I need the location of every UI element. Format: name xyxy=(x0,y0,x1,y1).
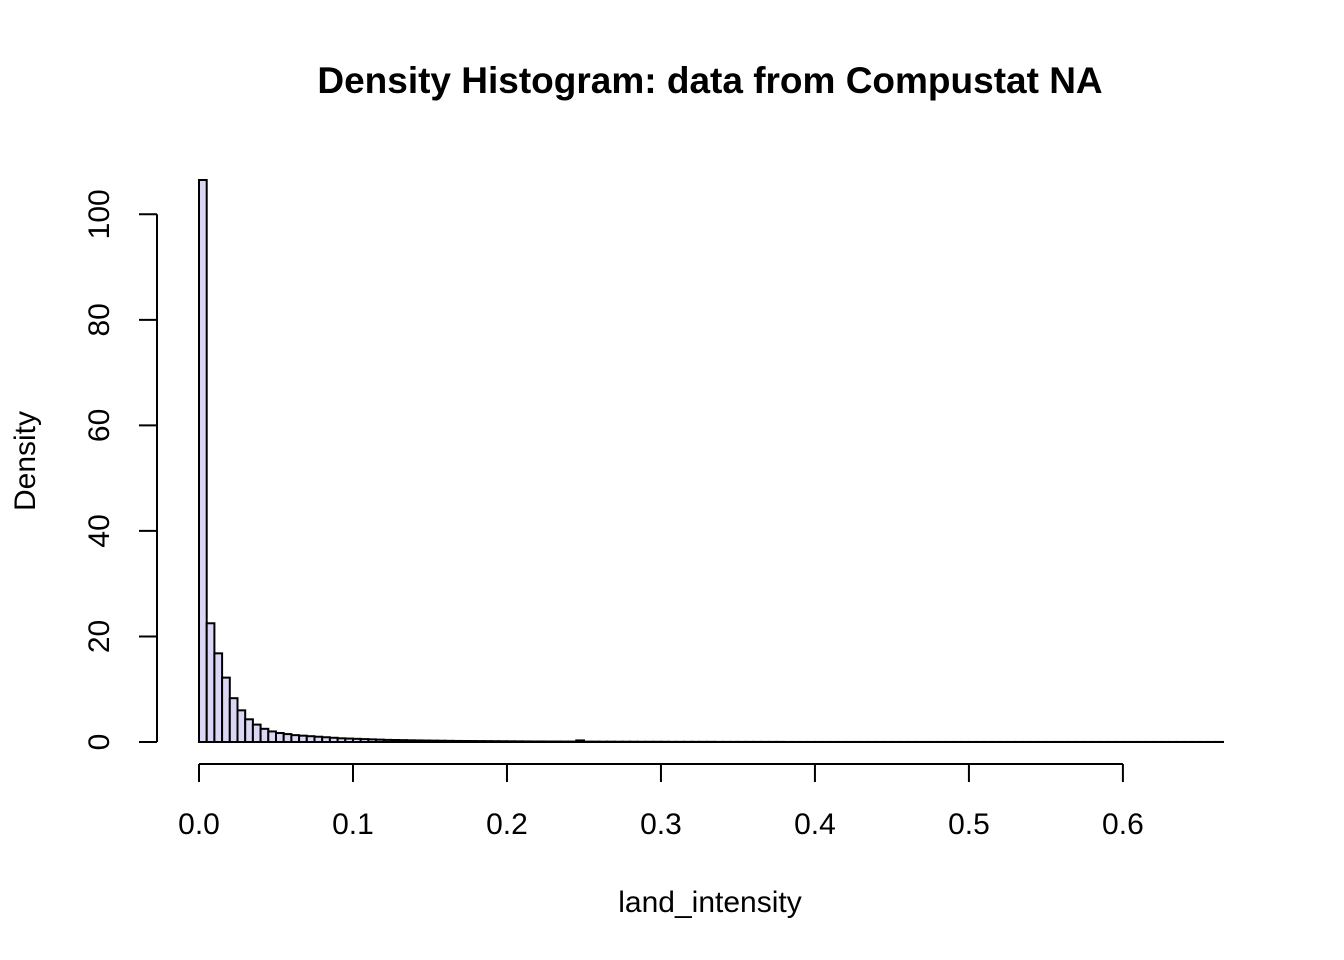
histogram-bar xyxy=(267,730,277,743)
histogram-bar xyxy=(413,739,424,744)
histogram-bar xyxy=(521,740,532,744)
chart-title: Density Histogram: data from Compustat N… xyxy=(317,60,1102,101)
histogram-bar xyxy=(513,740,524,743)
histogram-bar xyxy=(444,739,455,743)
histogram-bar xyxy=(452,739,462,743)
histogram-bar xyxy=(436,739,447,743)
histogram-bar xyxy=(405,739,416,743)
x-tick-label: 0.1 xyxy=(332,808,374,841)
x-tick-label: 0.4 xyxy=(794,808,836,841)
histogram-bar xyxy=(282,733,293,744)
histogram-bar xyxy=(259,727,270,743)
histogram-bar xyxy=(529,740,539,743)
histogram-bar xyxy=(536,740,547,743)
x-axis-label: land_intensity xyxy=(618,886,801,919)
x-tick-label: 0.3 xyxy=(640,808,682,841)
histogram-bar xyxy=(428,739,439,744)
histogram-bar xyxy=(344,737,354,743)
histogram-bars xyxy=(198,179,1225,744)
histogram-bar xyxy=(290,734,301,743)
histogram-bar xyxy=(375,738,385,744)
histogram-bar xyxy=(351,737,362,743)
histogram-bar xyxy=(274,732,285,744)
histogram-bar xyxy=(244,718,254,743)
histogram-bar xyxy=(575,739,585,744)
histogram-bar xyxy=(251,723,262,744)
histogram-bar xyxy=(505,740,516,743)
histogram-bar xyxy=(228,697,239,743)
histogram-bar xyxy=(205,622,216,743)
histogram-bar xyxy=(421,739,431,744)
histogram-bar xyxy=(328,736,339,743)
histogram-bar xyxy=(467,740,478,744)
x-tick-label: 0.0 xyxy=(178,808,220,841)
histogram-bar xyxy=(221,676,231,744)
x-tick-label: 0.5 xyxy=(948,808,990,841)
histogram-bar xyxy=(482,740,493,744)
histogram-bar xyxy=(382,738,393,744)
histogram-bar xyxy=(313,735,324,744)
histogram-bar xyxy=(321,736,331,744)
y-tick-label: 40 xyxy=(83,514,116,547)
histogram-bar xyxy=(390,738,401,744)
histogram-bar xyxy=(336,737,347,743)
x-tick-label: 0.2 xyxy=(486,808,528,841)
histogram-bar xyxy=(359,738,370,744)
histogram-bar xyxy=(490,740,501,743)
histogram-bar xyxy=(498,740,508,744)
y-axis-label: Density xyxy=(9,411,42,511)
y-tick-label: 60 xyxy=(83,409,116,442)
histogram-bar xyxy=(367,738,378,744)
y-axis: 0 20 40 60 80 100 xyxy=(83,189,158,751)
y-tick-label: 0 xyxy=(83,734,116,751)
y-tick-label: 20 xyxy=(83,620,116,653)
histogram-bar xyxy=(475,740,485,743)
x-tick-label: 0.6 xyxy=(1102,808,1144,841)
histogram-bar xyxy=(305,735,316,744)
histogram-bar xyxy=(213,652,224,744)
histogram-bar xyxy=(198,179,208,743)
x-axis: 0.0 0.1 0.2 0.3 0.4 0.5 0.6 xyxy=(178,763,1144,841)
histogram-bar xyxy=(398,739,408,744)
histogram-bar xyxy=(236,709,247,743)
y-tick-label: 80 xyxy=(83,303,116,336)
histogram-bar xyxy=(459,739,470,744)
histogram-bar xyxy=(298,734,308,743)
y-tick-label: 100 xyxy=(83,189,116,239)
